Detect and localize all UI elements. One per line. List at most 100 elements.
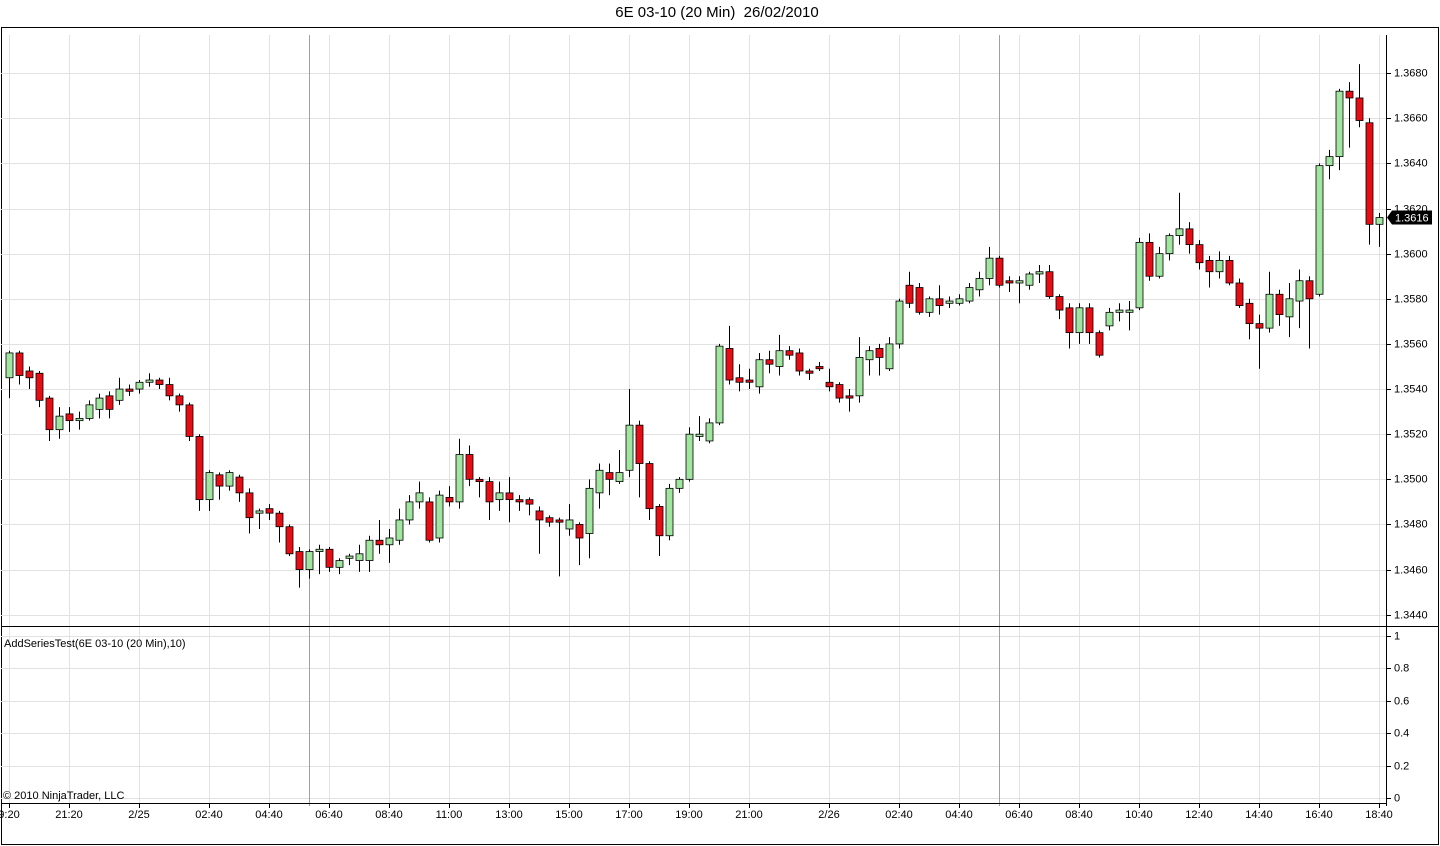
candle-body: [535, 510, 544, 521]
candle-body: [195, 436, 204, 501]
candle-body: [45, 397, 54, 431]
candle-body: [415, 492, 424, 503]
x-tick-label: 2/26: [818, 809, 839, 821]
candle-body: [715, 345, 724, 424]
frame: [1, 27, 1439, 845]
candle-body: [345, 555, 354, 559]
x-tick-label: 04:40: [945, 809, 973, 821]
candle-body: [1365, 122, 1374, 225]
candle-body: [895, 300, 904, 345]
candle-body: [695, 433, 704, 437]
last-price-label: 1.3616: [1395, 212, 1429, 224]
candle-body: [115, 388, 124, 401]
candle-body: [505, 492, 514, 501]
y-tick-label: 0.8: [1394, 662, 1409, 674]
y-tick-label: 1.3540: [1394, 383, 1428, 395]
candle-body: [405, 501, 414, 521]
candle-body: [255, 510, 264, 514]
candle-body: [905, 284, 914, 304]
candle-body: [375, 539, 384, 546]
x-tick-label: 04:40: [255, 809, 283, 821]
grid: [1, 35, 1386, 803]
candle-body: [25, 370, 34, 379]
candle-body: [225, 472, 234, 487]
candle-body: [1025, 273, 1034, 286]
candle-body: [1195, 244, 1204, 264]
candle-body: [1375, 217, 1384, 225]
candle-body: [855, 357, 864, 397]
candle-body: [705, 422, 714, 442]
y-tick-label: 0.6: [1394, 695, 1409, 707]
candle-body: [945, 300, 954, 304]
candle-body: [1145, 241, 1154, 277]
candle-body: [1105, 311, 1114, 327]
candle-body: [1275, 293, 1284, 315]
y-tick-label: 1: [1394, 630, 1400, 642]
candle-body: [55, 415, 64, 431]
y-tick-label: 1.3660: [1394, 112, 1428, 124]
candle-body: [125, 388, 134, 392]
candle-body: [1295, 280, 1304, 302]
candle-body: [1125, 309, 1134, 313]
candle-body: [1175, 228, 1184, 237]
candle-body: [725, 348, 734, 381]
candle-body: [745, 379, 754, 383]
candle-body: [785, 350, 794, 356]
candle-body: [1095, 332, 1104, 356]
y-tick-label: 0.2: [1394, 760, 1409, 772]
candle-body: [1355, 97, 1364, 121]
candle-body: [1315, 165, 1324, 295]
candle-body: [1205, 260, 1214, 273]
y-tick-label: 1.3600: [1394, 248, 1428, 260]
candle-body: [1285, 298, 1294, 318]
candle-body: [735, 377, 744, 383]
candle-body: [1245, 302, 1254, 325]
candle-body: [885, 343, 894, 370]
x-tick-label: 19:00: [675, 809, 703, 821]
candle-body: [825, 381, 834, 388]
candle-body: [215, 474, 224, 487]
candle-body: [1185, 228, 1194, 246]
x-tick-label: 16:40: [1305, 809, 1333, 821]
x-tick-label: 11:00: [436, 809, 463, 821]
candle-body: [1225, 260, 1234, 284]
candle-body: [635, 424, 644, 464]
candle-body: [425, 501, 434, 541]
candle-body: [1035, 271, 1044, 275]
candle-body: [1085, 307, 1094, 334]
candle-body: [1265, 293, 1274, 329]
candle-body: [35, 372, 44, 401]
candle-body: [275, 512, 284, 528]
x-tick-label: 02:40: [885, 809, 913, 821]
candle-body: [805, 370, 814, 374]
candle-body: [315, 548, 324, 552]
candle-body: [1065, 307, 1074, 334]
candle-body: [965, 287, 974, 302]
x-tick-label: 14:40: [1245, 809, 1273, 821]
x-tick-label: 13:00: [495, 809, 523, 821]
candle-body: [475, 478, 484, 482]
y-tick-label: 1.3460: [1394, 564, 1428, 576]
candle-body: [515, 499, 524, 503]
x-tick-label: 10:40: [1125, 809, 1153, 821]
candle-body: [875, 348, 884, 358]
x-tick-label: 21:20: [55, 809, 83, 821]
candle-body: [1075, 307, 1084, 334]
candle-body: [1305, 280, 1314, 300]
candle-body: [1045, 271, 1054, 297]
candle-body: [95, 397, 104, 410]
candle-body: [355, 553, 364, 561]
candle-body: [915, 287, 924, 313]
candle-body: [865, 350, 874, 361]
x-tick-label: 15:00: [555, 809, 583, 821]
candle-body: [465, 454, 474, 480]
candle-body: [265, 508, 274, 514]
candle-body: [395, 519, 404, 541]
y-tick-label: 1.3440: [1394, 609, 1428, 621]
candle-body: [995, 257, 1004, 286]
y-tick-label: 0.4: [1394, 727, 1409, 739]
indicator-label: AddSeriesTest(6E 03-10 (20 Min),10): [4, 638, 186, 650]
candle-body: [175, 395, 184, 406]
